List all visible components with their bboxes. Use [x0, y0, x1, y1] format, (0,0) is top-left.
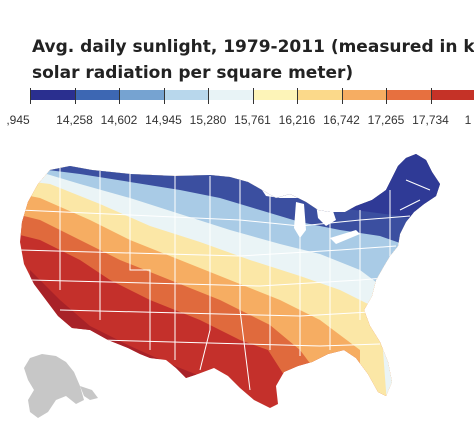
legend-tick — [119, 88, 120, 104]
legend-swatch — [341, 90, 386, 100]
legend-label: 14,602 — [100, 113, 138, 127]
alaska-shape — [24, 354, 84, 418]
legend-label: ,945 — [6, 113, 30, 127]
legend-swatch — [386, 90, 431, 100]
legend-swatch — [252, 90, 297, 100]
legend-label: 1 — [464, 113, 472, 127]
lake-superior — [262, 186, 306, 198]
us-sunlight-map — [20, 154, 440, 418]
map-title: Avg. daily sunlight, 1979-2011 (measured… — [32, 34, 474, 86]
legend-tick — [163, 88, 165, 104]
state-borders — [20, 164, 431, 391]
legend-tick — [208, 88, 209, 104]
color-legend: ,945 14,258 14,602 14,945 15,280 15,761 16,216… — [0, 86, 474, 130]
legend-tick — [74, 88, 76, 104]
legend-label: 15,761 — [234, 113, 271, 127]
legend-label: 17,265 — [367, 113, 405, 127]
sunlight-bands — [20, 154, 440, 408]
legend-swatch — [74, 90, 119, 100]
map-title-line-2: solar radiation per square meter) — [32, 63, 354, 83]
legend-swatch — [208, 90, 253, 100]
legend-swatch — [30, 90, 75, 100]
legend-swatch — [297, 90, 342, 100]
alaska-panhandle — [80, 386, 98, 400]
legend-tick — [30, 88, 31, 104]
legend-tick — [252, 88, 254, 104]
legend-label: 14,945 — [145, 113, 182, 127]
legend-swatch — [430, 90, 474, 100]
legend-color-bar — [30, 90, 474, 100]
legend-tick — [386, 88, 387, 104]
legend-label: 16,216 — [278, 113, 316, 127]
lake-erie — [330, 230, 360, 244]
legend-tick — [297, 88, 298, 104]
legend-label: 17,734 — [412, 113, 449, 127]
legend-tick — [430, 88, 432, 104]
legend-label: 15,280 — [189, 113, 227, 127]
legend-tick — [341, 88, 343, 104]
legend-label: 16,742 — [323, 113, 360, 127]
legend-label: 14,258 — [56, 113, 93, 127]
legend-swatch — [163, 90, 208, 100]
map-title-line-1: Avg. daily sunlight, 1979-2011 (measured… — [32, 37, 474, 57]
legend-swatch — [119, 90, 164, 100]
